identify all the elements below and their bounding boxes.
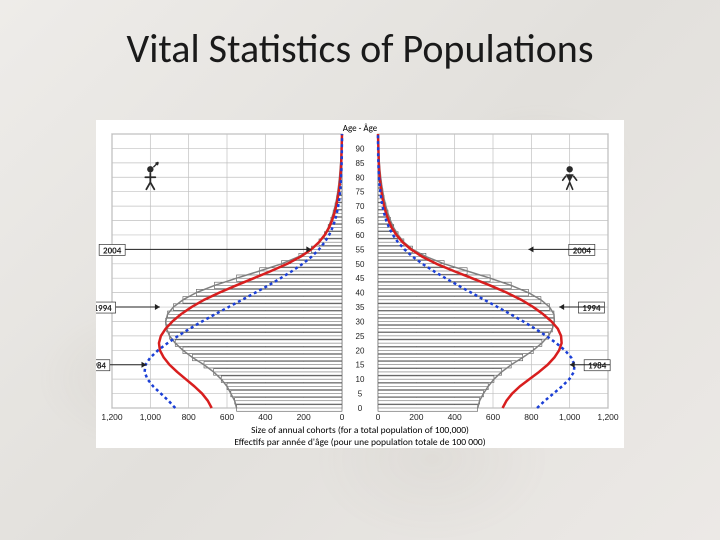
svg-text:40: 40 <box>356 289 365 298</box>
svg-text:200: 200 <box>409 412 423 422</box>
svg-text:35: 35 <box>356 303 365 312</box>
svg-text:2004: 2004 <box>573 245 592 256</box>
svg-text:80: 80 <box>356 173 365 182</box>
svg-text:45: 45 <box>356 274 365 283</box>
svg-text:0: 0 <box>340 412 345 422</box>
svg-text:800: 800 <box>524 412 538 422</box>
page-title: Vital Statistics of Populations <box>0 24 720 73</box>
population-pyramid-chart: 0 5 10 15 20 25 30 35 40 45 50 55 60 65 70 75 80 85 90 1,20… <box>96 120 624 448</box>
svg-text:200: 200 <box>297 412 311 422</box>
svg-text:1994: 1994 <box>582 303 601 314</box>
svg-text:1984: 1984 <box>588 361 607 372</box>
svg-text:600: 600 <box>220 412 234 422</box>
svg-text:60: 60 <box>356 231 365 240</box>
svg-text:10: 10 <box>356 375 365 384</box>
svg-text:800: 800 <box>182 412 196 422</box>
svg-text:400: 400 <box>258 412 272 422</box>
svg-text:75: 75 <box>356 188 365 197</box>
svg-text:Effectifs par année d'âge (pou: Effectifs par année d'âge (pour une popu… <box>234 436 485 448</box>
svg-text:25: 25 <box>356 332 365 341</box>
svg-text:20: 20 <box>356 346 365 355</box>
svg-text:1,200: 1,200 <box>101 412 123 422</box>
svg-text:1984: 1984 <box>96 361 106 372</box>
svg-text:5: 5 <box>358 390 363 399</box>
svg-text:2004: 2004 <box>103 245 122 256</box>
svg-text:0: 0 <box>376 412 381 422</box>
svg-text:90: 90 <box>356 144 365 153</box>
svg-text:85: 85 <box>356 159 365 168</box>
svg-text:55: 55 <box>356 245 365 254</box>
svg-text:15: 15 <box>356 361 365 370</box>
svg-text:1994: 1994 <box>96 303 112 314</box>
svg-text:50: 50 <box>356 260 365 269</box>
svg-text:70: 70 <box>356 202 365 211</box>
svg-text:400: 400 <box>448 412 462 422</box>
svg-text:Size of annual cohorts (for a: Size of annual cohorts (for a total popu… <box>251 424 469 436</box>
svg-text:Age - Âge: Age - Âge <box>343 123 378 134</box>
svg-text:600: 600 <box>486 412 500 422</box>
svg-text:30: 30 <box>356 317 365 326</box>
svg-text:0: 0 <box>358 404 363 413</box>
svg-text:1,200: 1,200 <box>597 412 619 422</box>
svg-text:1,000: 1,000 <box>140 412 162 422</box>
svg-text:65: 65 <box>356 217 365 226</box>
svg-text:1,000: 1,000 <box>559 412 581 422</box>
